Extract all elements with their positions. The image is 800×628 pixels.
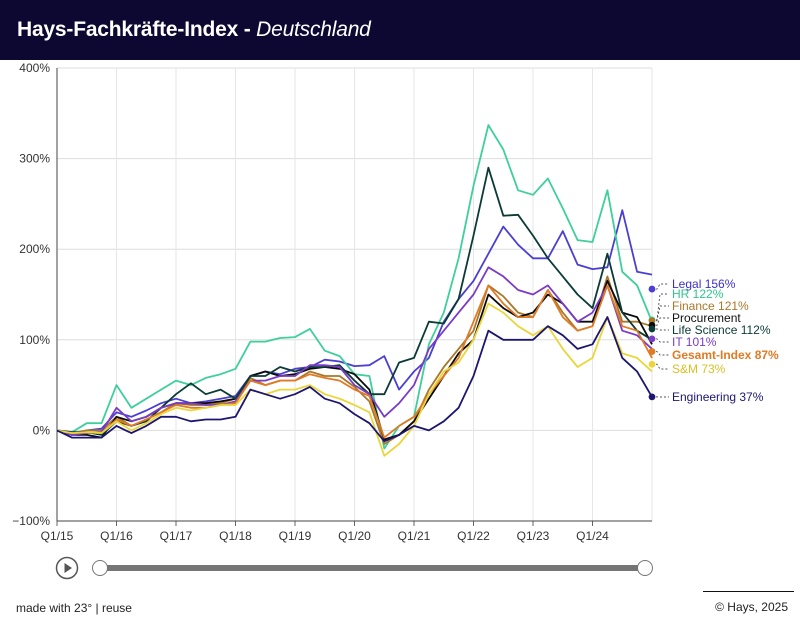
leader-line [652,305,669,322]
series-end-dot-s-m [648,360,656,368]
series-end-dot-it [648,335,656,343]
time-slider[interactable] [55,556,655,580]
series-label-procurement: Procurement [672,311,741,325]
x-tick-label: Q1/23 [517,529,550,543]
series-end-dot-life-science [648,325,656,333]
y-tick-label: 0% [33,423,51,437]
x-tick-label: Q1/22 [457,529,490,543]
series-label-life-science: Life Science 112% [672,323,771,337]
title-bar: Hays-Fachkräfte-Index - Deutschland [0,0,800,60]
y-tick-label: 100% [19,333,50,347]
series-label-finance: Finance 121% [672,299,749,313]
leader-line [652,317,669,326]
series-label-it: IT 101% [672,335,717,349]
leader-line [652,338,669,343]
y-tick-label: −100% [12,514,50,528]
line-chart: −100% 0% 100% 200% 300% 400% Q1/15 Q1/16 Q1/17 Q1… [12,61,779,543]
series-line-life-science [56,166,653,436]
y-tick-label: 300% [19,152,50,166]
y-tick-label: 400% [19,61,50,75]
title-separator: - [238,18,257,41]
x-tick-label: Q1/24 [576,529,609,543]
x-tick-label: Q1/15 [41,529,74,543]
series-line-engineering [56,316,653,443]
page-title: Hays-Fachkräfte-Index - Deutschland [17,18,371,42]
series-label-engineering: Engineering 37% [672,390,764,404]
x-tick-label: Q1/20 [338,529,371,543]
x-tick-label: Q1/17 [160,529,193,543]
slider-start-handle[interactable] [92,560,108,576]
leader-line [652,328,669,331]
footer-divider [703,591,794,592]
series-end-dot-legal [648,285,656,293]
series-end-dot-engineering [648,393,656,401]
slider-track[interactable] [100,565,645,571]
leader-line [652,293,669,321]
series-label-s-m: S&M 73% [672,362,726,376]
series-label-hr: HR 122% [672,287,724,301]
series-line-gesamt-index [56,284,653,439]
copyright-text: © Hays, 2025 [715,600,788,614]
series-line-s-m [56,302,653,457]
x-tick-label: Q1/21 [398,529,431,543]
x-tick-label: Q1/18 [219,529,252,543]
series-line-legal [56,209,653,436]
x-tick-label: Q1/19 [279,529,312,543]
series-label-gesamt-index: Gesamt-Index 87% [672,348,779,362]
y-tick-label: 200% [19,242,50,256]
play-icon[interactable] [55,556,79,580]
title-region: Deutschland [256,18,371,41]
series-label-legal: Legal 156% [672,277,736,291]
series-line-it [56,266,653,436]
slider-end-handle[interactable] [637,560,653,576]
credit-text[interactable]: made with 23° | reuse [16,601,132,615]
title-main: Hays-Fachkräfte-Index [17,18,239,41]
x-tick-label: Q1/16 [100,529,133,543]
series-end-dot-gesamt-index [648,348,656,355]
